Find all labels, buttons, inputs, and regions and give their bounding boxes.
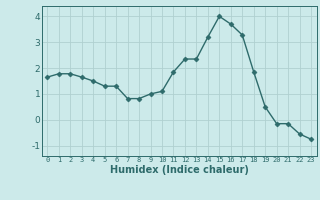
X-axis label: Humidex (Indice chaleur): Humidex (Indice chaleur): [110, 165, 249, 175]
